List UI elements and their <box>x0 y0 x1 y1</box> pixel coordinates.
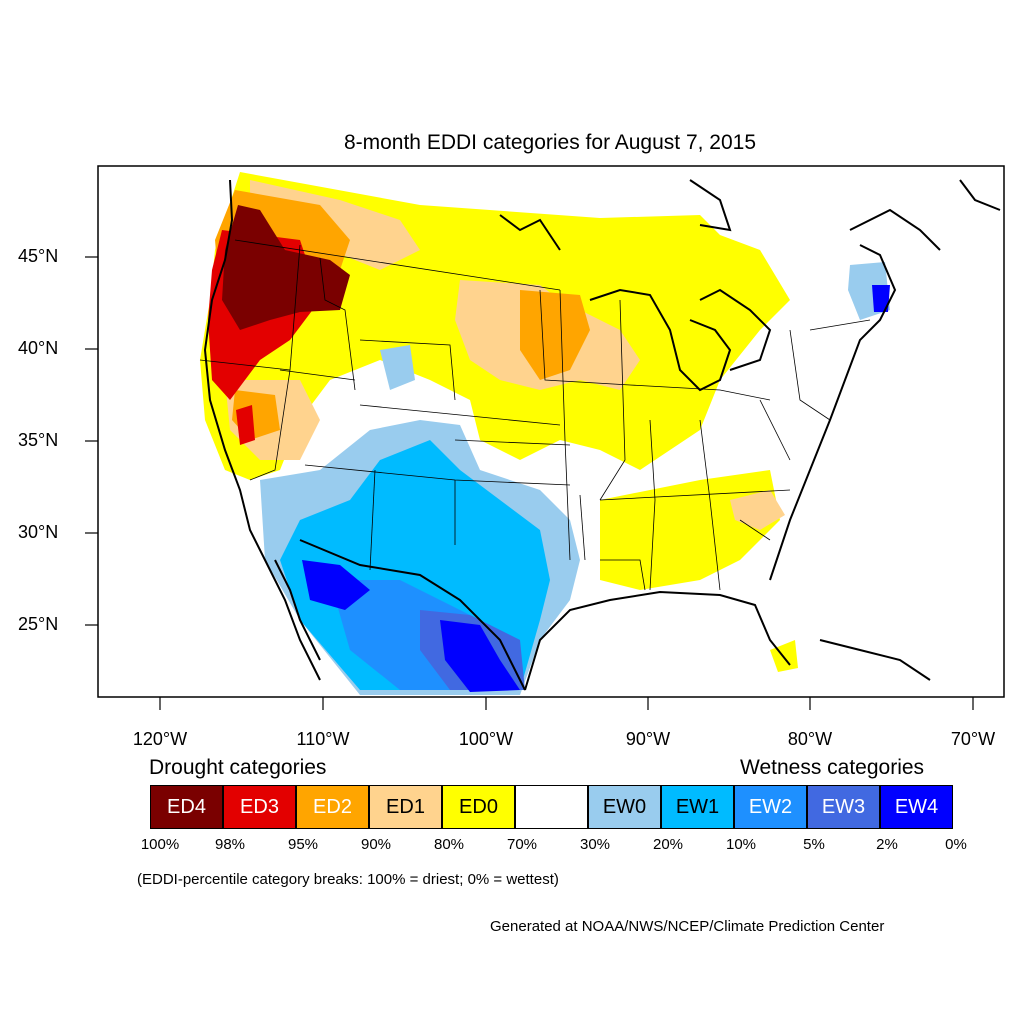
break-label: 98% <box>214 836 246 853</box>
eddi-map <box>85 165 1005 710</box>
break-label: 20% <box>652 836 684 853</box>
legend-swatch-ed1: ED1 <box>369 785 442 829</box>
legend-label-ed2: ED2 <box>313 795 352 818</box>
credit-line: Generated at NOAA/NWS/NCEP/Climate Predi… <box>490 918 885 935</box>
legend-label-ew0: EW0 <box>602 795 647 818</box>
legend-label-ew4: EW4 <box>894 795 939 818</box>
map-frame <box>97 165 1005 698</box>
break-label: 10% <box>725 836 757 853</box>
legend-swatch-ed2: ED2 <box>296 785 369 829</box>
lon-label-120w: 120°W <box>132 729 188 749</box>
legend-label-ed3: ED3 <box>240 795 279 818</box>
break-label: 80% <box>433 836 465 853</box>
break-label: 5% <box>803 836 825 853</box>
lon-label-110w: 110°W <box>296 729 350 749</box>
break-label: 0% <box>945 836 967 853</box>
legend-swatch-ew3: EW3 <box>807 785 880 829</box>
region-ed4 <box>222 205 350 330</box>
lon-label-70w: 70°W <box>950 729 996 749</box>
state-boundaries <box>199 239 871 591</box>
break-label: 70% <box>506 836 538 853</box>
lat-label-25: 25°N <box>18 614 59 634</box>
legend-label-ew3: EW3 <box>821 795 866 818</box>
legend-swatch-ew2: EW2 <box>734 785 807 829</box>
legend-swatch-ew1: EW1 <box>661 785 734 829</box>
wetness-heading: Wetness categories <box>740 756 925 779</box>
break-label: 100% <box>140 836 180 853</box>
legend-swatch-ew4: EW4 <box>880 785 953 829</box>
break-label: 95% <box>287 836 319 853</box>
coastlines <box>203 179 1001 691</box>
map-title: 8-month EDDI categories for August 7, 20… <box>343 131 757 154</box>
legend-label-ed4: ED4 <box>167 795 206 818</box>
legend-swatch-ed3: ED3 <box>223 785 296 829</box>
legend-swatch-ed0: ED0 <box>442 785 515 829</box>
break-label: 2% <box>876 836 898 853</box>
break-label: 90% <box>360 836 392 853</box>
legend-swatch-ed4: ED4 <box>150 785 223 829</box>
lon-label-80w: 80°W <box>787 729 833 749</box>
region-ew4 <box>302 560 370 610</box>
lon-label-90w: 90°W <box>625 729 671 749</box>
lat-label-35: 35°N <box>18 430 59 450</box>
break-label: 30% <box>579 836 611 853</box>
legend-swatch-normal <box>515 785 588 829</box>
lon-label-100w: 100°W <box>458 729 514 749</box>
region-ed2 <box>520 290 590 380</box>
legend-swatch-ew0: EW0 <box>588 785 661 829</box>
category-note: (EDDI-percentile category breaks: 100% =… <box>137 871 559 888</box>
legend-label-ew1: EW1 <box>675 795 720 818</box>
lat-label-40: 40°N <box>18 338 59 358</box>
legend-label-ew2: EW2 <box>748 795 793 818</box>
lat-label-45: 45°N <box>18 246 59 266</box>
drought-heading: Drought categories <box>149 756 327 779</box>
lat-label-30: 30°N <box>18 522 59 542</box>
legend-label-ed1: ED1 <box>386 795 425 818</box>
axis-ticks <box>85 256 974 710</box>
legend-label-ed0: ED0 <box>459 795 498 818</box>
